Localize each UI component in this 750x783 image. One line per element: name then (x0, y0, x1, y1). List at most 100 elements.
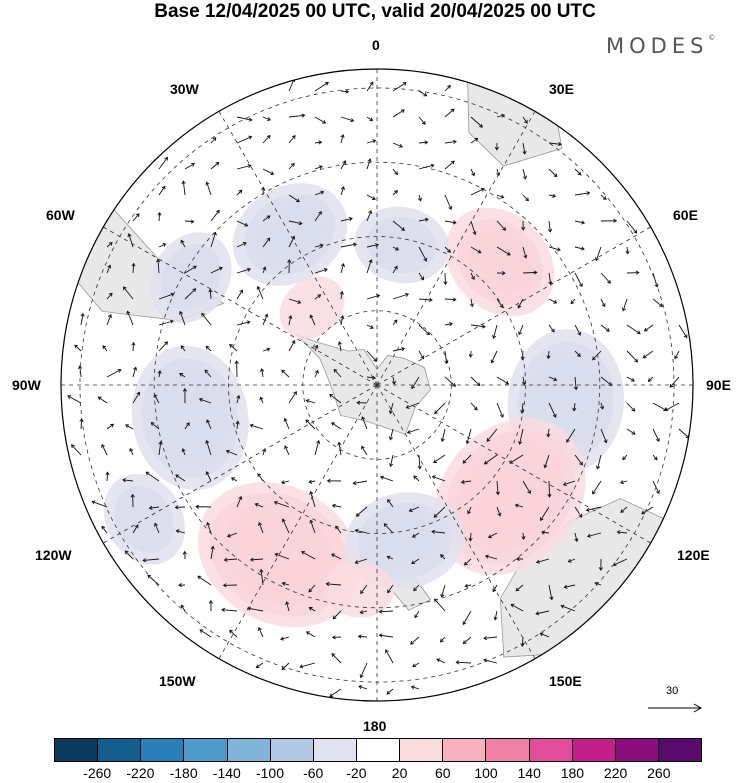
wind-arrow (331, 503, 342, 508)
wind-arrow (366, 375, 377, 380)
wind-arrow (392, 246, 400, 251)
wind-arrow (626, 428, 636, 435)
wind-arrow (626, 402, 636, 412)
colorbar-tick-label: 180 (560, 765, 585, 781)
wind-arrow (414, 610, 420, 619)
anomaly-contour (324, 561, 395, 618)
wind-arrow (647, 376, 654, 382)
wind-arrow (496, 402, 504, 418)
wind-arrow (444, 139, 457, 144)
wind-arrow (600, 272, 611, 284)
wind-arrow (620, 506, 628, 513)
wind-arrow (236, 116, 253, 122)
wind-arrow (626, 350, 639, 363)
wind-arrow (392, 109, 405, 118)
wind-arrow (148, 505, 160, 510)
wind-arrow (386, 555, 394, 560)
wind-arrow (567, 558, 576, 563)
wind-arrow (106, 314, 112, 326)
wind-arrow (314, 140, 323, 145)
wind-arrow (208, 600, 214, 612)
wind-arrow (616, 530, 628, 535)
wind-arrow (340, 315, 345, 326)
anomaly-contour (103, 473, 185, 565)
wind-arrow (254, 502, 264, 508)
wind-arrow (175, 529, 186, 534)
wind-arrow (101, 443, 108, 456)
wind-arrow (570, 298, 576, 305)
wind-arrow (388, 454, 394, 468)
wind-arrow (468, 350, 473, 358)
wind-arrow (222, 583, 238, 588)
wind-arrow (383, 523, 394, 534)
wind-arrow (236, 289, 243, 300)
wind-arrow (210, 137, 217, 144)
wind-arrow (574, 168, 582, 176)
wind-arrow (366, 158, 372, 170)
lon-label-0: 0 (372, 37, 380, 53)
wind-arrow (366, 116, 374, 122)
wind-arrow (470, 116, 483, 128)
wind-arrow (493, 610, 498, 621)
wind-arrow (358, 685, 368, 690)
wind-arrow (236, 189, 243, 196)
wind-arrow (208, 288, 213, 300)
wind-arrow (306, 631, 316, 638)
wind-arrow (392, 292, 410, 300)
wind-arrow (284, 445, 290, 456)
wind-arrow (331, 653, 342, 664)
wind-arrow (359, 610, 368, 615)
wind-arrow (102, 345, 108, 352)
wind-arrow (106, 292, 113, 300)
wind-arrow (443, 272, 448, 286)
wind-arrow (335, 525, 342, 534)
wind-arrow (314, 81, 329, 92)
wind-arrow (229, 629, 238, 638)
wind-arrow (280, 636, 290, 641)
wind-arrow (444, 376, 457, 387)
wind-arrow (273, 500, 290, 508)
wind-arrow (462, 454, 472, 464)
wind-arrow (539, 632, 550, 638)
wind-arrow (249, 423, 264, 430)
wind-arrow (359, 662, 368, 679)
wind-arrow (129, 447, 134, 456)
wind-arrow (621, 298, 628, 312)
wind-arrow (455, 660, 472, 665)
wind-arrow (283, 417, 290, 430)
wind-arrow (249, 557, 264, 562)
wind-arrow (314, 439, 321, 456)
lon-label-120e: 120E (677, 547, 710, 563)
wind-arrow (288, 220, 303, 226)
wind-arrow (548, 402, 557, 418)
wind-arrow (106, 368, 122, 378)
wind-arrow (546, 428, 551, 438)
wind-arrow (225, 449, 238, 456)
wind-arrow (664, 402, 680, 412)
wind-arrow (158, 341, 169, 352)
wind-arrow (574, 191, 591, 196)
wind-arrow (340, 134, 345, 144)
wind-arrow (331, 422, 342, 430)
wind-arrow (340, 242, 357, 248)
anomaly-contour (279, 276, 345, 339)
wind-arrow (366, 139, 377, 144)
wind-arrow (97, 396, 108, 404)
wind-arrow (366, 324, 374, 329)
wind-arrow (158, 243, 167, 248)
wind-arrow (678, 324, 688, 339)
wind-arrow (309, 490, 316, 508)
wind-arrow (179, 310, 186, 326)
wind-arrow (236, 164, 252, 170)
wind-arrow (184, 163, 196, 170)
brand-logo: MODES© (606, 34, 716, 58)
wind-arrow (643, 324, 654, 332)
wind-arrow (600, 194, 607, 200)
wind-arrow (626, 270, 640, 275)
wind-arrow (205, 345, 212, 352)
wind-arrow (331, 553, 342, 560)
anomaly-contour (232, 183, 348, 286)
wind-arrow (600, 324, 610, 332)
wind-arrow (236, 135, 253, 144)
wind-arrow (181, 180, 186, 196)
